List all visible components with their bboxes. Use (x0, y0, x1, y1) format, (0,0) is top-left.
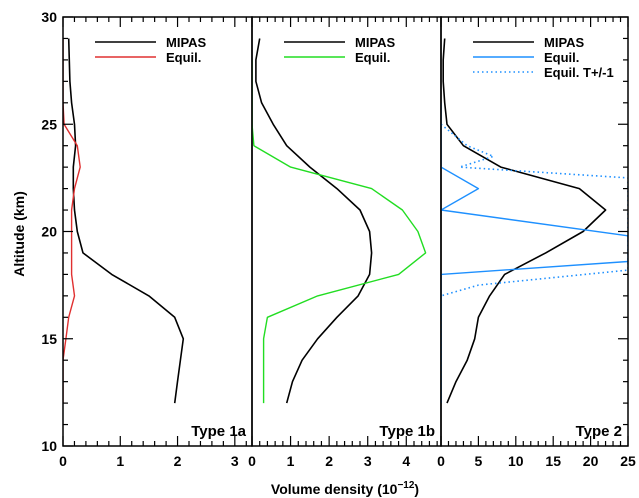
legend-label: Equil. (544, 50, 579, 65)
series-line-mipas (255, 38, 373, 404)
series-group (441, 38, 628, 404)
panel-label: Type 2 (576, 423, 622, 440)
y-tick-label: 10 (41, 438, 57, 454)
x-tick-label: 0 (437, 453, 445, 469)
series-line-equil- (252, 59, 427, 404)
legend-label: MIPAS (166, 35, 207, 50)
x-axis-title-close: ) (414, 481, 419, 497)
x-tick-label: 2 (174, 453, 182, 469)
y-tick-label: 15 (41, 331, 57, 347)
x-tick-label: 3 (231, 453, 239, 469)
legend-label: Equil. (166, 50, 201, 65)
panel-frame (251, 16, 442, 447)
x-tick-label: 4 (402, 453, 410, 469)
series-line-mipas (442, 38, 607, 404)
legend-label: Equil. T+/-1 (544, 65, 614, 80)
x-tick-label: 25 (620, 453, 636, 469)
y-tick-label: 30 (41, 9, 57, 25)
legend-label: MIPAS (355, 35, 396, 50)
series-line-equil- (441, 102, 628, 404)
panel-frame (62, 16, 253, 447)
x-tick-label: 10 (508, 453, 524, 469)
x-tick-label: 1 (287, 453, 295, 469)
x-tick-label: 3 (364, 453, 372, 469)
x-tick-label: 15 (545, 453, 561, 469)
legend-label: MIPAS (544, 35, 585, 50)
x-tick-label: 0 (248, 453, 256, 469)
x-axis-title-main: Volume density (10 (271, 481, 398, 497)
x-tick-label: 0 (59, 453, 67, 469)
series-line-mipas (67, 38, 185, 404)
axes-layer: 10 15 20 25 30 (41, 9, 628, 454)
y-tick-label: 20 (41, 224, 57, 240)
legend-label: Equil. (355, 50, 390, 65)
x-axis-title-exponent: −12 (397, 480, 414, 491)
panel-label: Type 1b (379, 423, 435, 440)
x-tick-label: 2 (325, 453, 333, 469)
y-tick-label: 25 (41, 116, 57, 132)
x-tick-label: 1 (116, 453, 124, 469)
panel-label: Type 1a (191, 423, 246, 440)
x-tick-label: 5 (475, 453, 483, 469)
series-group (252, 38, 427, 404)
series-group (63, 38, 185, 404)
x-axis-title: Volume density (10−12) (271, 480, 419, 497)
x-tick-label: 20 (583, 453, 599, 469)
y-axis-title: Altitude (km) (11, 191, 27, 277)
